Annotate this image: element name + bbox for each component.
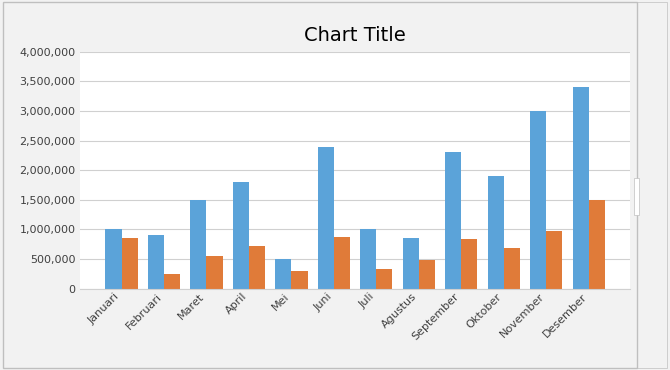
Bar: [419, 260, 435, 289]
Text: ✏: ✏: [645, 91, 658, 109]
Bar: [403, 238, 419, 289]
Bar: [461, 239, 478, 289]
Bar: [488, 176, 504, 289]
Bar: [573, 87, 589, 289]
Bar: [360, 229, 377, 289]
Bar: [206, 256, 222, 289]
Bar: [121, 238, 137, 289]
Bar: [377, 269, 393, 289]
Bar: [504, 248, 520, 289]
Bar: [318, 147, 334, 289]
Bar: [232, 182, 249, 289]
Bar: [275, 259, 291, 289]
Bar: [445, 152, 461, 289]
Bar: [105, 229, 121, 289]
Text: +: +: [642, 34, 661, 54]
Text: ▼: ▼: [646, 148, 657, 162]
Bar: [164, 274, 180, 289]
Bar: [334, 236, 350, 289]
Title: Chart Title: Chart Title: [304, 26, 406, 45]
Bar: [190, 200, 206, 289]
Bar: [530, 111, 546, 289]
Bar: [589, 200, 605, 289]
Bar: [148, 235, 164, 289]
Bar: [249, 246, 265, 289]
Bar: [546, 231, 562, 289]
Bar: [291, 271, 308, 289]
